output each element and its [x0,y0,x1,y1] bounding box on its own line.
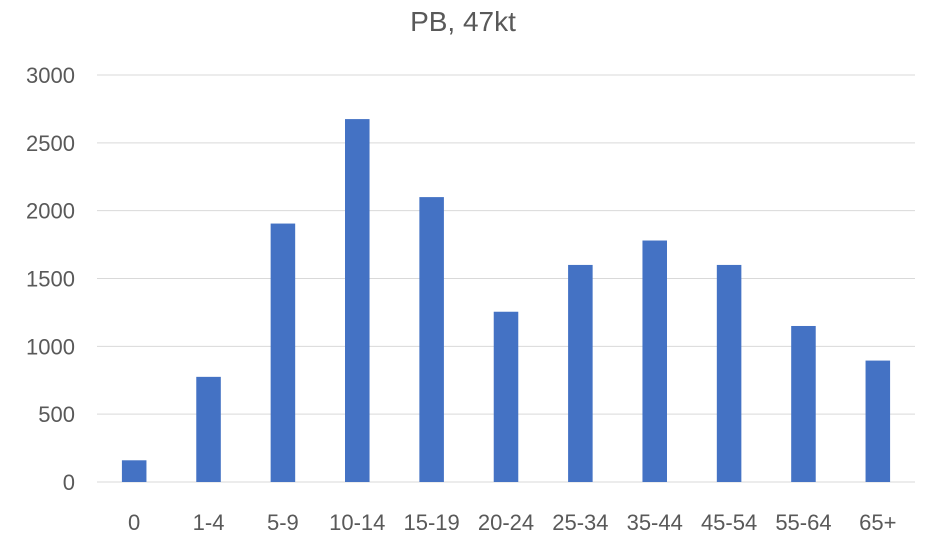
bar-20-24 [493,311,519,482]
y-tick-label: 500 [38,402,75,427]
x-tick-label: 55-64 [775,510,831,535]
bars [121,119,891,482]
x-axis-tick-labels: 0 1-4 5-9 10-14 15-19 20-24 25-34 35-44 45-54 55-… [128,510,896,535]
bar-5-9 [270,223,296,482]
y-tick-label: 3000 [26,63,75,88]
y-tick-label: 1500 [26,267,75,292]
x-tick-label: 15-19 [403,510,459,535]
y-tick-label: 2500 [26,131,75,156]
x-tick-label: 1-4 [193,510,225,535]
x-tick-label: 45-54 [701,510,757,535]
chart-title: PB, 47kt [410,6,516,37]
y-axis-tick-labels: 0 500 1000 1500 2000 2500 3000 [26,63,75,495]
x-tick-label: 5-9 [267,510,299,535]
bar-25-34 [568,264,593,482]
x-tick-label: 25-34 [552,510,608,535]
y-tick-label: 1000 [26,334,75,359]
x-tick-label: 10-14 [329,510,385,535]
x-tick-label: 20-24 [478,510,534,535]
bar-0 [121,460,147,482]
bar-35-44 [642,240,667,482]
x-tick-label: 65+ [859,510,896,535]
bar-65+ [865,360,891,482]
bar-1-4 [196,376,221,482]
y-tick-label: 0 [63,470,75,495]
x-tick-label: 35-44 [627,510,683,535]
y-tick-label: 2000 [26,199,75,224]
bar-45-54 [716,264,742,482]
bar-10-14 [345,119,370,482]
bar-15-19 [419,197,444,482]
bar-55-64 [791,325,816,482]
x-tick-label: 0 [128,510,140,535]
